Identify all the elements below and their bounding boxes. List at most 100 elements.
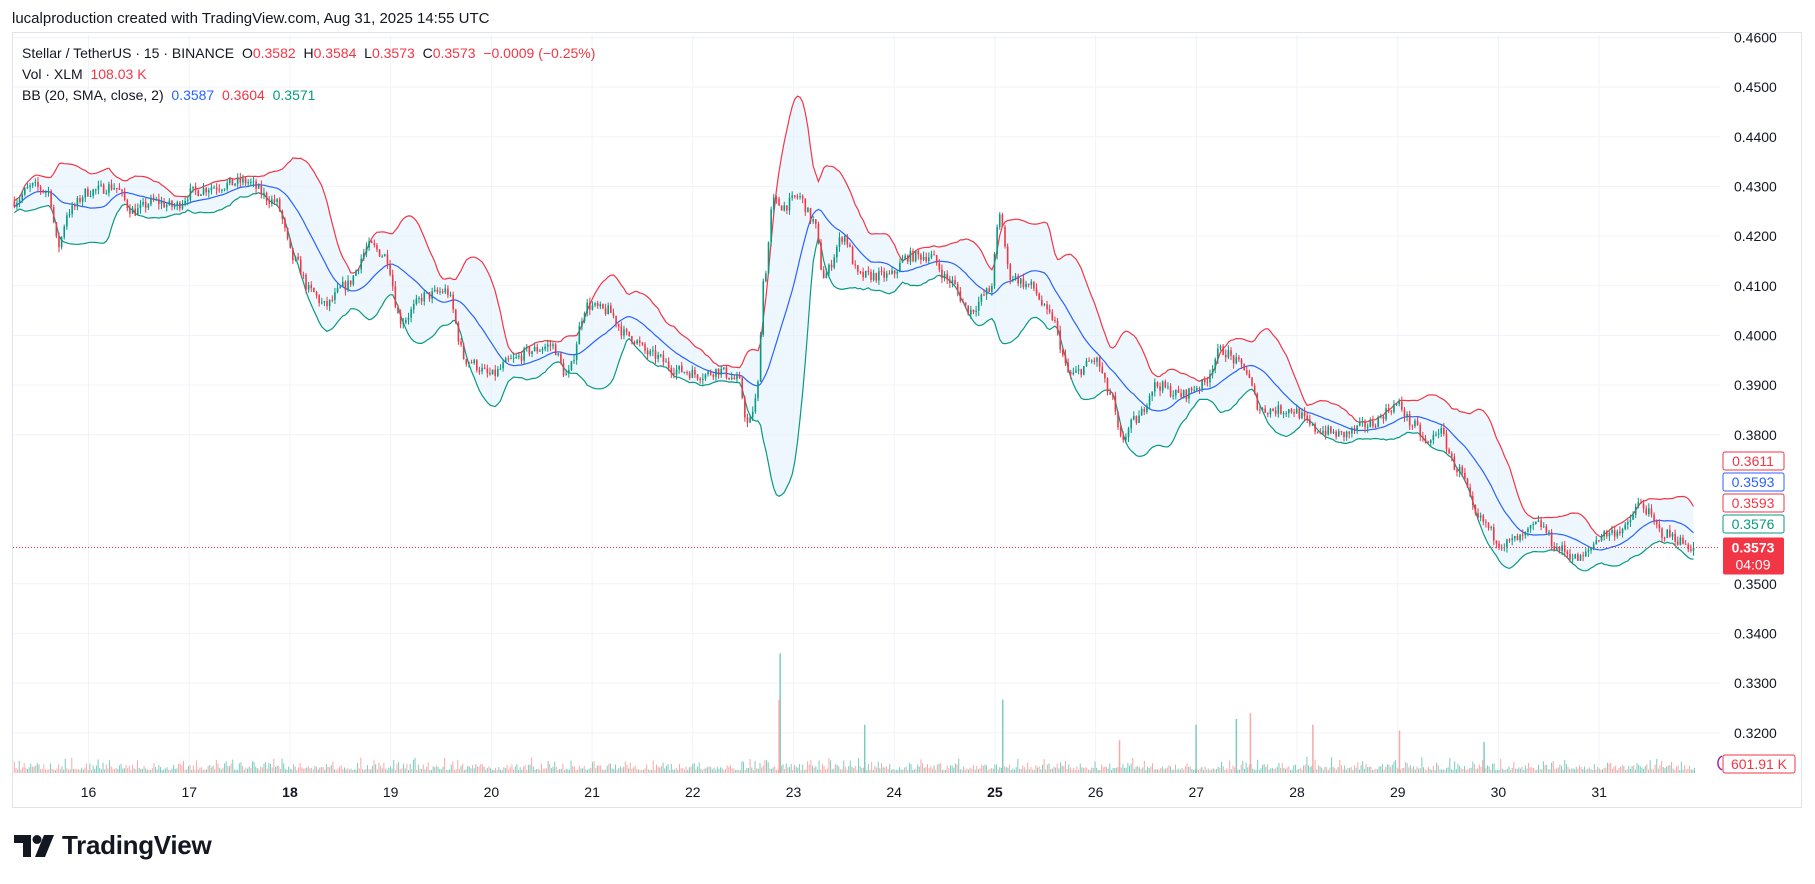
volume-bar xyxy=(716,766,718,773)
candle-body xyxy=(1280,405,1282,414)
legend-volume[interactable]: Vol · XLM 108.03 K xyxy=(22,66,147,82)
volume-bar xyxy=(1322,769,1324,773)
volume-bar xyxy=(913,769,915,773)
volume-bar xyxy=(63,769,65,773)
volume-bar xyxy=(910,764,912,773)
candle-body xyxy=(486,368,489,373)
candle-body xyxy=(58,236,60,248)
volume-bar xyxy=(876,767,878,773)
candle-body xyxy=(1603,531,1605,537)
candle-body xyxy=(991,286,993,292)
volume-bar xyxy=(618,768,620,773)
candle-body xyxy=(1303,412,1306,416)
candle-body xyxy=(1364,420,1366,428)
volume-bar xyxy=(820,769,822,773)
candle-body xyxy=(1025,283,1027,288)
volume-bar xyxy=(1326,767,1328,773)
volume-bar xyxy=(1204,766,1206,773)
candle-body xyxy=(825,273,828,279)
volume-bar xyxy=(48,769,50,773)
volume-bar xyxy=(789,766,791,773)
candle-body xyxy=(1067,362,1069,372)
volume-bar xyxy=(619,766,621,773)
volume-bar xyxy=(756,768,758,773)
volume-bar xyxy=(1475,769,1477,773)
candle-body xyxy=(260,185,263,195)
candle-body xyxy=(397,307,399,314)
candle-body xyxy=(830,264,833,268)
legend-bollinger[interactable]: BB (20, SMA, close, 2) 0.3587 0.3604 0.3… xyxy=(22,87,315,103)
volume-bar xyxy=(1266,764,1268,773)
symbol-title[interactable]: Stellar / TetherUS · 15 · BINANCE xyxy=(22,45,235,61)
volume-badge xyxy=(1722,754,1796,774)
volume-bar xyxy=(1682,769,1684,773)
volume-bar xyxy=(1569,769,1571,773)
volume-bar xyxy=(141,768,143,773)
volume-bar xyxy=(396,763,398,773)
volume-bar xyxy=(802,764,804,773)
price-tick-label: 0.4100 xyxy=(1734,278,1777,294)
candle-body xyxy=(641,342,644,345)
volume-bar xyxy=(1344,765,1346,773)
candle-body xyxy=(189,188,192,200)
volume-bar xyxy=(161,769,163,773)
volume-bar xyxy=(301,767,303,773)
volume-bar xyxy=(1381,763,1383,773)
candle-body xyxy=(1401,401,1403,410)
volume-bar xyxy=(1689,765,1691,773)
volume-bar xyxy=(835,764,837,773)
volume-bar xyxy=(729,764,731,773)
candle-body xyxy=(1498,543,1500,548)
volume-bar xyxy=(1439,769,1441,773)
volume-bar xyxy=(168,769,170,773)
volume-bar xyxy=(573,766,575,773)
volume-bar xyxy=(915,769,917,773)
time-tick-label: 22 xyxy=(685,784,701,800)
volume-bar xyxy=(132,764,134,773)
volume-bar xyxy=(1137,766,1139,773)
volume-bar xyxy=(608,763,610,773)
volume-bar xyxy=(110,766,112,773)
candle-body xyxy=(951,280,954,283)
volume-bar xyxy=(184,770,186,773)
candle-body xyxy=(906,255,909,262)
volume-bar xyxy=(1377,769,1379,773)
volume-bar xyxy=(74,769,76,773)
volume-bar xyxy=(1271,767,1273,773)
candle-body xyxy=(733,377,736,380)
volume-bar xyxy=(1491,763,1493,773)
volume-bar xyxy=(813,767,815,773)
candle-body xyxy=(1090,360,1093,362)
candle-body xyxy=(1006,246,1009,265)
volume-bar xyxy=(511,764,513,773)
candle-body xyxy=(988,288,991,292)
volume-bar xyxy=(1534,770,1536,773)
volume-bar xyxy=(853,768,855,773)
volume-bar xyxy=(504,767,506,773)
candle-body xyxy=(1156,382,1159,387)
candle-body xyxy=(97,185,100,190)
volume-bar xyxy=(426,767,428,773)
volume-bar xyxy=(1521,766,1523,773)
volume-bar xyxy=(1186,763,1188,773)
volume-bar xyxy=(1646,764,1648,773)
tradingview-logo[interactable]: TradingView xyxy=(14,830,212,861)
candle-body xyxy=(946,274,949,280)
candle-body xyxy=(1605,531,1608,537)
volume-bar xyxy=(545,768,547,773)
volume-bar xyxy=(311,767,313,773)
candle-body xyxy=(1274,410,1277,414)
volume-bar xyxy=(491,769,493,773)
volume-bar xyxy=(205,769,207,773)
candle-body xyxy=(1584,551,1587,557)
candle-body xyxy=(1230,350,1232,356)
volume-bar xyxy=(800,769,802,773)
volume-bar xyxy=(118,765,120,773)
volume-bar xyxy=(884,767,886,773)
volume-bar xyxy=(922,762,924,773)
candle-body xyxy=(838,237,841,248)
legend-ohlc[interactable]: Stellar / TetherUS · 15 · BINANCE O0.358… xyxy=(22,45,595,61)
candle-body xyxy=(652,350,654,352)
volume-bar xyxy=(1104,766,1106,773)
